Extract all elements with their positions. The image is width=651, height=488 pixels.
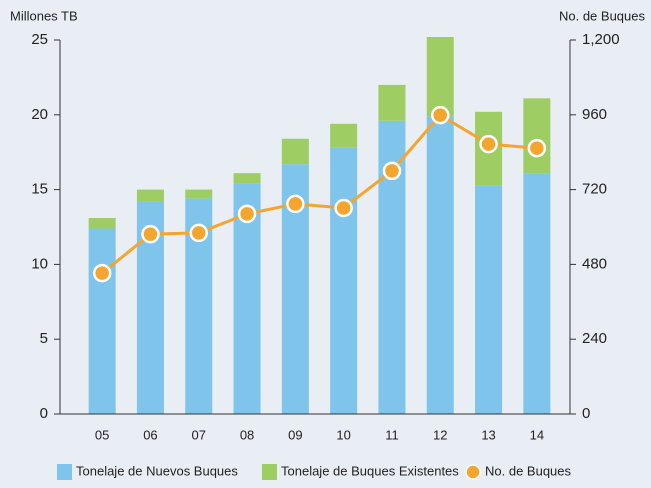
line: [101, 113, 537, 275]
y2-tick-label: 480: [582, 255, 607, 272]
y-tick-label: 0: [40, 405, 48, 422]
x-tick-label: 12: [433, 427, 447, 442]
bar-segment: [330, 147, 358, 414]
legend-swatch: [57, 464, 72, 480]
y2-tick-label: 0: [582, 405, 590, 422]
y2-tick-label: 720: [582, 181, 607, 198]
x-tick-label: 13: [481, 427, 495, 442]
point: [382, 161, 402, 181]
x-tick-label: 07: [192, 427, 206, 442]
y-tick-label: 10: [31, 255, 48, 272]
x-tick-label: 10: [336, 427, 350, 442]
point: [527, 138, 547, 158]
legend-label: Tonelaje de Nuevos Buques: [76, 463, 238, 478]
y-tick-label: 20: [31, 106, 48, 123]
y-axis-label: Millones TB: [10, 8, 78, 23]
x-tick-label: 08: [240, 427, 254, 442]
point: [479, 134, 498, 154]
y2-axis-label: No. de Buques: [559, 8, 646, 23]
point: [189, 223, 208, 243]
point: [237, 204, 257, 224]
legend-label: Tonelaje de Buques Existentes: [281, 463, 459, 478]
x-tick-label: 11: [385, 427, 399, 442]
point: [141, 224, 160, 244]
bar-segment: [426, 116, 454, 415]
y-tick-label: 15: [31, 181, 48, 198]
y-tick-label: 25: [31, 31, 48, 48]
bar-segment: [88, 218, 116, 229]
bar-segment: [523, 173, 551, 414]
y2-tick-label: 960: [582, 106, 607, 123]
bar-segment: [136, 189, 164, 202]
x-tick-label: 09: [288, 427, 302, 442]
bar-segment: [426, 37, 454, 117]
x-tick-label: 05: [95, 427, 109, 442]
bar-segment: [378, 84, 406, 121]
legend-label: No. de Buques: [485, 463, 572, 478]
point: [92, 263, 112, 283]
bar-segment: [233, 173, 261, 184]
y-tick-label: 5: [40, 330, 48, 347]
point: [286, 194, 305, 214]
point: [334, 198, 353, 218]
bar-segment: [88, 228, 116, 414]
x-tick-label: 14: [530, 427, 544, 442]
bar-segment: [475, 185, 503, 414]
bar-segment: [523, 98, 551, 174]
bar-segment: [330, 123, 358, 148]
point: [431, 105, 450, 125]
y2-tick-label: 1,200: [582, 31, 620, 48]
x-tick-label: 06: [143, 427, 157, 442]
legend-marker: [465, 464, 481, 480]
bar-segment: [185, 189, 213, 199]
legend-swatch: [262, 464, 277, 480]
y2-tick-label: 240: [582, 330, 607, 347]
bar-segment: [281, 138, 309, 165]
